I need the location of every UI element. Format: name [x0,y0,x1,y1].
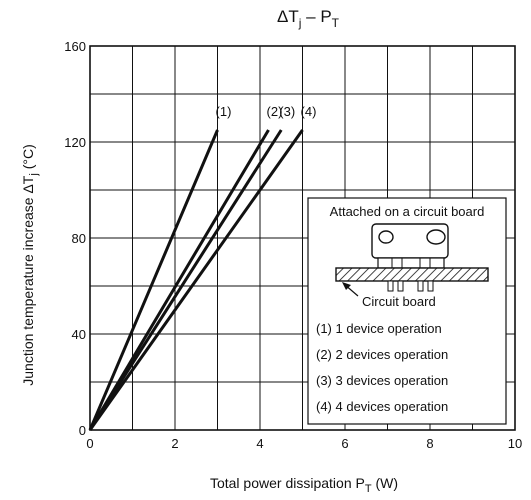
pointer-arrowhead [342,282,351,290]
x-tick-label: 2 [171,436,178,451]
x-tick-label: 0 [86,436,93,451]
x-axis-label: Total power dissipation PT (W) [210,475,398,495]
y-axis-label: Junction temperature increase ΔTj (°C) [20,144,40,386]
legend: Attached on a circuit board Circuit boar… [307,197,507,425]
series-label: (4) [301,104,317,119]
chart-title: ΔTj – PT [277,7,340,30]
x-tick-label: 10 [508,436,522,451]
series-label: (3) [279,104,295,119]
circuit-board-label: Circuit board [362,294,436,309]
series-line [88,129,219,431]
legend-item: (1) 1 device operation [316,321,442,336]
legend-item: (2) 2 devices operation [316,347,448,362]
device-lead-pin [397,280,404,292]
device-lead-pin [417,280,424,292]
series-lines [88,129,304,431]
y-tick-label: 120 [64,135,86,150]
x-tick-label: 4 [256,436,263,451]
device-board-diagram: Circuit board [335,223,489,309]
series-label: (1) [216,104,232,119]
y-tick-label: 40 [72,327,86,342]
device-hole-right [426,229,446,245]
device-hole-left [378,230,394,244]
device-lead-pin [427,280,434,292]
series-line [88,129,304,431]
x-tick-labels: 0 2 4 6 8 10 [86,436,522,451]
y-tick-label: 0 [79,423,86,438]
x-tick-label: 6 [341,436,348,451]
series-line [88,129,283,431]
plot-frame [89,45,516,431]
series-line [88,129,270,431]
series-label: (2) [267,104,283,119]
x-tick-label: 8 [426,436,433,451]
legend-item: (4) 4 devices operation [316,399,448,414]
device-lead-pin [387,280,394,292]
y-tick-label: 160 [64,39,86,54]
device-tab [377,257,445,269]
legend-title: Attached on a circuit board [330,204,485,219]
y-tick-labels: 0 40 80 120 160 [64,39,86,438]
legend-item: (3) 3 devices operation [316,373,448,388]
y-tick-label: 80 [72,231,86,246]
series-labels: (1) (2)(3) (4) [216,104,317,119]
circuit-board [335,267,489,282]
